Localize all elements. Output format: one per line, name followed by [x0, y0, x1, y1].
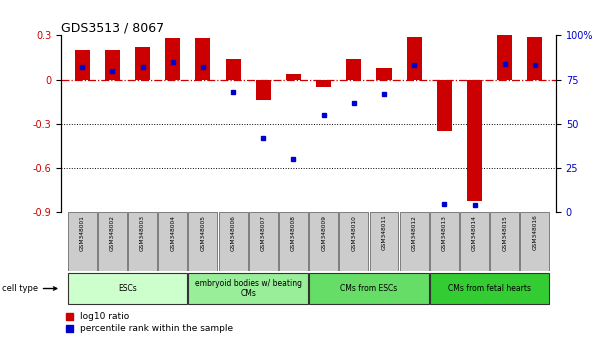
- Text: GSM348002: GSM348002: [110, 215, 115, 251]
- Bar: [527, 37, 543, 80]
- Text: embryoid bodies w/ beating
CMs: embryoid bodies w/ beating CMs: [195, 279, 302, 298]
- Text: GSM348011: GSM348011: [381, 215, 387, 251]
- Text: GSM348006: GSM348006: [230, 215, 236, 251]
- Text: GSM348003: GSM348003: [140, 215, 145, 251]
- Text: GSM348009: GSM348009: [321, 215, 326, 251]
- Bar: [196, 38, 210, 80]
- FancyBboxPatch shape: [219, 212, 247, 271]
- Bar: [407, 37, 422, 80]
- FancyBboxPatch shape: [128, 212, 157, 271]
- Legend: log10 ratio, percentile rank within the sample: log10 ratio, percentile rank within the …: [65, 313, 233, 333]
- FancyBboxPatch shape: [430, 212, 459, 271]
- FancyBboxPatch shape: [309, 212, 338, 271]
- Bar: [467, 80, 482, 201]
- Text: GSM348001: GSM348001: [79, 215, 85, 251]
- FancyBboxPatch shape: [400, 212, 429, 271]
- FancyBboxPatch shape: [460, 212, 489, 271]
- Bar: [316, 80, 331, 87]
- Text: cell type: cell type: [2, 284, 57, 293]
- Bar: [165, 38, 180, 80]
- FancyBboxPatch shape: [339, 212, 368, 271]
- Text: CMs from fetal hearts: CMs from fetal hearts: [448, 284, 531, 293]
- Text: GDS3513 / 8067: GDS3513 / 8067: [61, 21, 164, 34]
- FancyBboxPatch shape: [430, 273, 549, 304]
- Text: GSM348005: GSM348005: [200, 215, 205, 251]
- FancyBboxPatch shape: [188, 212, 218, 271]
- FancyBboxPatch shape: [68, 212, 97, 271]
- Bar: [225, 59, 241, 80]
- FancyBboxPatch shape: [158, 212, 187, 271]
- FancyBboxPatch shape: [490, 212, 519, 271]
- FancyBboxPatch shape: [279, 212, 308, 271]
- Text: ESCs: ESCs: [118, 284, 137, 293]
- Text: GSM348014: GSM348014: [472, 215, 477, 251]
- Text: GSM348015: GSM348015: [502, 215, 507, 251]
- FancyBboxPatch shape: [309, 273, 429, 304]
- Bar: [105, 50, 120, 80]
- Text: CMs from ESCs: CMs from ESCs: [340, 284, 398, 293]
- Bar: [376, 68, 392, 80]
- Text: GSM348012: GSM348012: [412, 215, 417, 251]
- Bar: [135, 47, 150, 80]
- FancyBboxPatch shape: [521, 212, 549, 271]
- Bar: [497, 35, 512, 80]
- FancyBboxPatch shape: [68, 273, 187, 304]
- Text: GSM348010: GSM348010: [351, 215, 356, 251]
- Bar: [346, 59, 361, 80]
- Text: GSM348007: GSM348007: [261, 215, 266, 251]
- Bar: [256, 80, 271, 100]
- FancyBboxPatch shape: [188, 273, 308, 304]
- Text: GSM348016: GSM348016: [532, 215, 538, 251]
- Text: GSM348008: GSM348008: [291, 215, 296, 251]
- Bar: [75, 50, 90, 80]
- FancyBboxPatch shape: [98, 212, 127, 271]
- Bar: [437, 80, 452, 131]
- Bar: [286, 74, 301, 80]
- FancyBboxPatch shape: [249, 212, 278, 271]
- FancyBboxPatch shape: [370, 212, 398, 271]
- Text: GSM348004: GSM348004: [170, 215, 175, 251]
- Text: GSM348013: GSM348013: [442, 215, 447, 251]
